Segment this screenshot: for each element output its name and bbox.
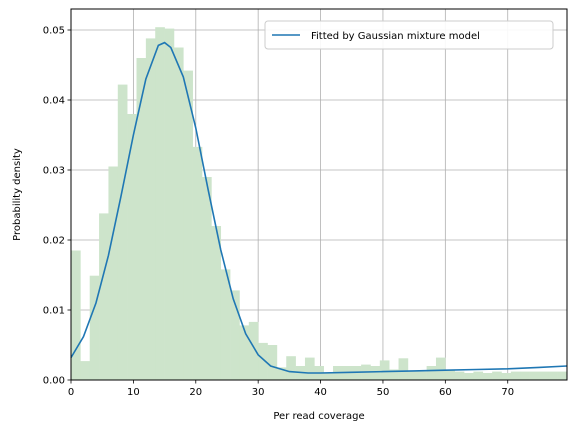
histogram-bar	[557, 371, 568, 380]
histogram-bar	[80, 361, 91, 380]
histogram-bar	[99, 213, 109, 380]
histogram-bar	[248, 321, 259, 380]
histogram-bar	[501, 373, 512, 380]
x-tick-label: 40	[314, 387, 327, 398]
histogram-bar	[202, 177, 212, 380]
histogram-bar	[538, 371, 549, 380]
histogram-bar	[445, 369, 455, 380]
histogram-bar	[417, 371, 427, 380]
histogram-bar	[548, 371, 558, 380]
y-tick-label: 0.05	[43, 26, 65, 37]
legend-entry: Fitted by Gaussian mixture model	[311, 31, 480, 42]
histogram-bar	[164, 28, 175, 380]
histogram-bar	[155, 27, 165, 380]
x-axis-label: Per read coverage	[273, 411, 364, 422]
histogram-bar	[389, 369, 399, 380]
histogram-bar	[473, 371, 484, 380]
histogram-bar	[351, 366, 362, 380]
histogram-bar	[435, 357, 446, 380]
legend: Fitted by Gaussian mixture model	[264, 20, 554, 50]
x-tick-label: 0	[68, 387, 74, 398]
histogram-bar	[454, 371, 465, 380]
histogram-bar	[276, 367, 287, 380]
histogram-bar	[71, 250, 81, 380]
y-tick-label: 0.02	[43, 236, 65, 247]
histogram-bar	[407, 371, 418, 380]
histogram-bar	[426, 366, 437, 380]
histogram-bar	[192, 146, 203, 380]
histogram-bar	[183, 70, 193, 380]
histogram-bar	[239, 325, 250, 380]
histogram-bar	[117, 84, 128, 380]
histogram-bar	[127, 114, 137, 380]
x-tick-label: 20	[189, 387, 202, 398]
histogram-bars	[71, 27, 568, 381]
histogram-bar	[89, 275, 100, 380]
axis-ticks: 0 10 20 30 40 50 60 70 0.00 0.01 0.02 0.03 0.04 0.05	[43, 26, 514, 398]
histogram-bar	[379, 360, 390, 380]
plot-frame	[70, 8, 568, 381]
y-axis-label: Probability density	[12, 148, 23, 241]
y-tick-label: 0.04	[43, 96, 65, 107]
histogram-bar	[108, 166, 119, 380]
y-tick-label: 0.01	[43, 306, 65, 317]
histogram-bar	[520, 371, 530, 380]
histogram-bar	[492, 371, 502, 380]
histogram-bar	[145, 38, 156, 381]
histogram-bar	[230, 290, 240, 380]
histogram-bar	[286, 356, 296, 380]
histogram-bar	[510, 371, 521, 380]
histogram-bar	[211, 226, 222, 380]
y-tick-label: 0.03	[43, 166, 65, 177]
x-tick-label: 30	[252, 387, 265, 398]
legend-box	[264, 20, 554, 50]
fitted-curve	[70, 41, 568, 374]
fitted-curve-line	[70, 41, 568, 374]
y-tick-label: 0.00	[43, 376, 65, 387]
histogram-bar	[323, 373, 334, 380]
x-tick-label: 60	[439, 387, 452, 398]
histogram-bar	[370, 366, 381, 380]
x-tick-label: 50	[377, 387, 390, 398]
histogram-bar	[529, 371, 540, 380]
histogram-bar	[258, 342, 268, 380]
histogram-bar	[267, 345, 278, 380]
histogram-bar	[398, 358, 409, 380]
histogram-bar	[304, 357, 315, 380]
histogram-bar	[464, 373, 474, 380]
histogram-bar	[136, 58, 147, 380]
x-tick-label: 70	[501, 387, 514, 398]
histogram-bar	[173, 47, 184, 380]
x-tick-label: 10	[127, 387, 140, 398]
histogram-bar	[220, 269, 231, 380]
histogram-bar	[482, 373, 493, 380]
